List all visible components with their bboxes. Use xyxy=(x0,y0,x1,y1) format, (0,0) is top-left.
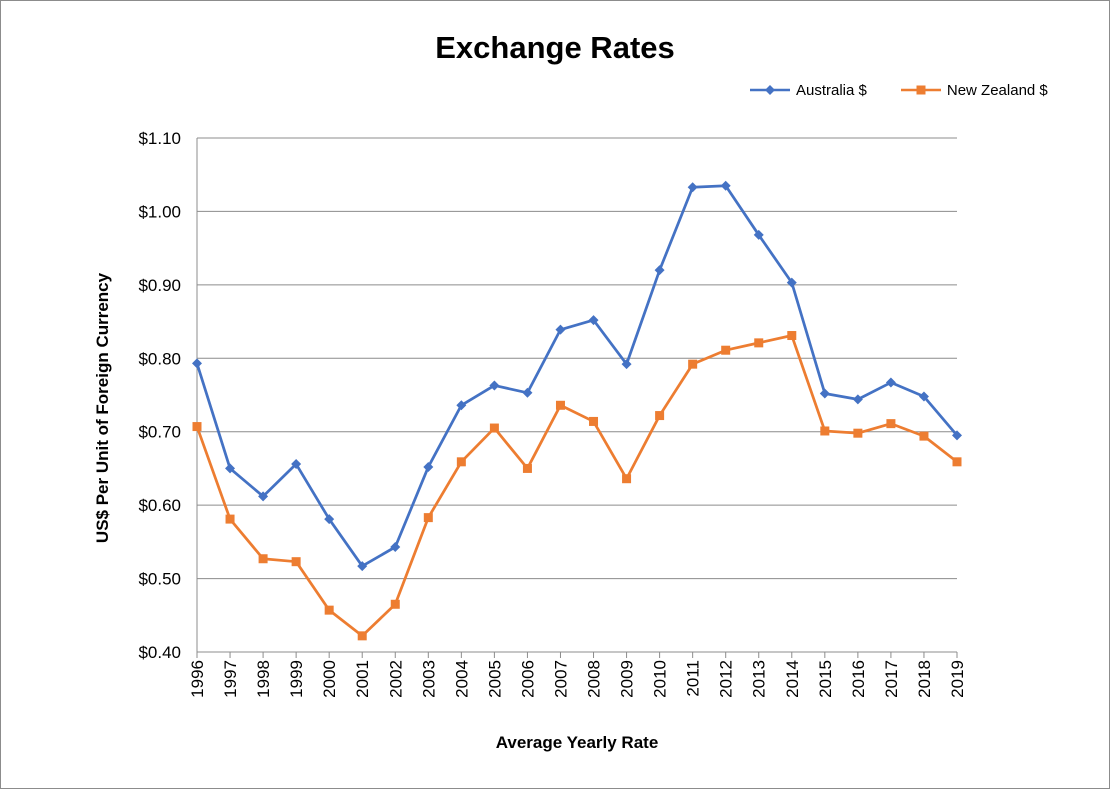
data-point-australia xyxy=(852,394,863,405)
data-point-australia xyxy=(753,229,764,240)
data-point-australia xyxy=(687,182,698,193)
data-point-australia xyxy=(357,561,368,572)
data-point-new-zealand xyxy=(820,426,830,436)
legend-marker-new-zealand xyxy=(900,85,941,95)
data-point-new-zealand xyxy=(258,554,268,564)
chart-legend: Australia $ New Zealand $ xyxy=(750,80,1082,100)
x-tick-label: 2011 xyxy=(684,660,703,697)
x-tick-label: 2001 xyxy=(353,660,372,698)
data-point-australia xyxy=(489,380,500,391)
data-point-australia xyxy=(291,459,302,470)
y-tick-label: $1.00 xyxy=(138,202,181,221)
data-point-new-zealand xyxy=(886,419,896,429)
gridlines xyxy=(197,137,957,580)
x-tick-label: 1999 xyxy=(287,660,306,698)
x-tick-label: 1997 xyxy=(221,660,240,698)
data-point-australia xyxy=(720,180,731,191)
x-tick-label: 2003 xyxy=(419,660,438,698)
x-tick-label: 2017 xyxy=(882,660,901,698)
x-tick-label: 2014 xyxy=(783,660,802,698)
x-tick-label: 1998 xyxy=(254,660,273,698)
data-point-new-zealand xyxy=(423,513,433,523)
data-point-new-zealand xyxy=(952,457,962,467)
legend-marker-australia xyxy=(750,85,790,95)
data-point-new-zealand xyxy=(390,599,400,609)
data-point-new-zealand xyxy=(192,422,202,432)
y-tick-label: $1.10 xyxy=(138,129,181,148)
y-tick-label: $0.70 xyxy=(138,423,181,442)
data-point-new-zealand xyxy=(456,457,466,467)
y-tick-label: $0.50 xyxy=(138,570,181,589)
x-tick-label: 2015 xyxy=(816,660,835,698)
data-point-australia xyxy=(192,358,202,369)
y-tick-label: $0.40 xyxy=(138,643,181,662)
x-tick-label: 2013 xyxy=(750,660,769,698)
chart-title: Exchange Rates xyxy=(435,30,675,65)
data-point-australia xyxy=(621,359,632,370)
x-tick-label: 2004 xyxy=(452,660,471,698)
data-point-new-zealand xyxy=(324,605,334,615)
legend-item-australia: Australia $ xyxy=(750,82,867,99)
legend-item-new-zealand: New Zealand $ xyxy=(900,81,1048,99)
data-point-australia xyxy=(588,315,599,326)
data-point-new-zealand xyxy=(754,338,764,348)
legend-label-australia: Australia $ xyxy=(796,81,867,99)
data-point-new-zealand xyxy=(589,416,599,426)
x-tick-label: 2012 xyxy=(717,660,736,698)
data-point-new-zealand xyxy=(655,411,665,421)
x-tick-label: 1996 xyxy=(188,660,207,698)
y-tick-label: $0.60 xyxy=(138,496,181,515)
data-point-new-zealand xyxy=(622,474,632,484)
data-point-new-zealand xyxy=(522,463,532,473)
legend-label-new-zealand: New Zealand $ xyxy=(946,81,1048,99)
data-point-new-zealand xyxy=(225,514,235,524)
x-tick-label: 2007 xyxy=(551,660,570,698)
data-point-australia xyxy=(423,461,434,472)
x-tick-label: 2010 xyxy=(651,660,670,698)
data-point-new-zealand xyxy=(555,400,565,410)
data-point-australia xyxy=(225,463,236,474)
data-point-australia xyxy=(456,400,467,411)
axes xyxy=(196,138,958,658)
series-line-1 xyxy=(195,334,958,638)
data-point-new-zealand xyxy=(291,557,301,567)
data-point-australia xyxy=(918,391,929,402)
data-point-new-zealand xyxy=(853,428,863,438)
series-lines xyxy=(192,180,962,641)
data-point-australia xyxy=(324,514,335,525)
data-point-australia xyxy=(885,377,896,388)
data-point-australia xyxy=(522,387,533,398)
x-tick-label: 2018 xyxy=(915,660,934,698)
y-tick-label: $0.90 xyxy=(138,276,181,295)
x-tick-label: 2006 xyxy=(518,660,537,698)
x-tick-label: 2016 xyxy=(849,660,868,698)
y-axis-title: US$ Per Unit of Foreign Currency xyxy=(93,272,112,543)
data-point-new-zealand xyxy=(919,431,929,441)
x-tick-label: 2000 xyxy=(320,660,339,698)
x-tick-label: 2019 xyxy=(948,660,967,698)
data-point-australia xyxy=(390,541,401,552)
data-point-australia xyxy=(555,324,566,335)
data-point-australia xyxy=(819,388,830,399)
x-tick-label: 2009 xyxy=(618,660,637,698)
x-axis-title: Average Yearly Rate xyxy=(496,733,659,752)
y-tick-label: $0.80 xyxy=(138,349,181,368)
x-tick-label: 2002 xyxy=(386,660,405,698)
data-point-australia xyxy=(952,430,962,441)
data-point-new-zealand xyxy=(787,331,797,341)
series-line-0 xyxy=(195,184,959,568)
x-tick-label: 2008 xyxy=(585,660,604,698)
data-point-australia xyxy=(786,277,797,288)
data-point-australia xyxy=(258,491,269,502)
data-point-new-zealand xyxy=(688,359,698,369)
data-point-australia xyxy=(654,265,665,276)
data-point-new-zealand xyxy=(721,345,731,355)
data-point-new-zealand xyxy=(489,423,499,433)
data-point-new-zealand xyxy=(357,631,367,641)
x-tick-label: 2005 xyxy=(485,660,504,698)
tick-labels: $0.40 $0.50 $0.60 $0.70 $0.80 $0.90 $1.00 $1.10… xyxy=(138,129,967,698)
